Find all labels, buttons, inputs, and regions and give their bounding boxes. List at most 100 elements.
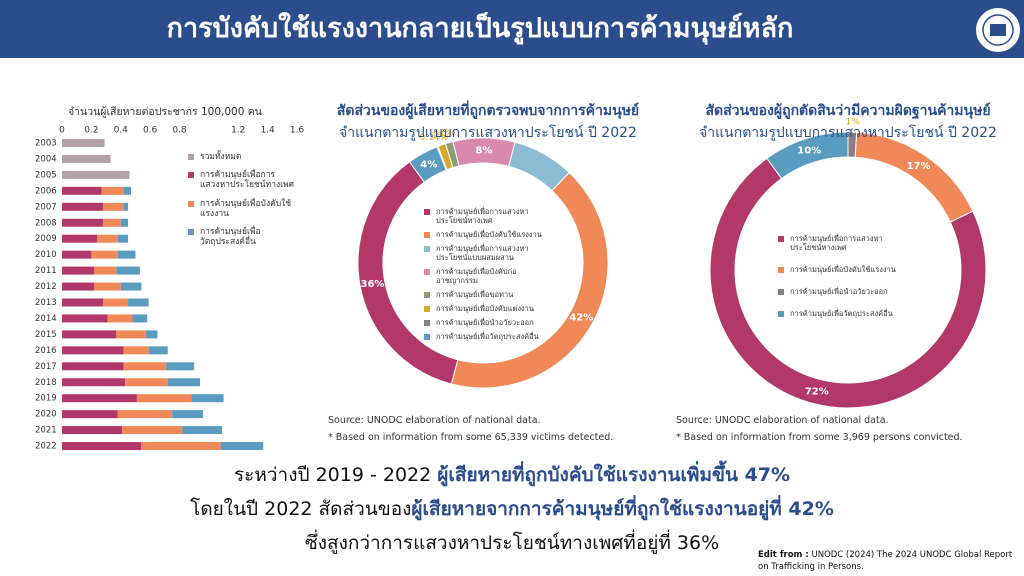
bar-segment xyxy=(191,394,224,403)
bar-segment xyxy=(117,234,129,243)
bar-segment xyxy=(125,378,168,387)
bar-segment xyxy=(120,282,142,291)
bar-segment xyxy=(62,298,104,307)
bar-segment xyxy=(103,298,129,307)
header-bar xyxy=(0,0,1024,58)
legend-swatch xyxy=(424,292,430,298)
bar-segment xyxy=(103,218,121,227)
bar-segment xyxy=(62,362,124,371)
bar-segment xyxy=(117,250,136,259)
y-tick-label: 2004 xyxy=(35,154,57,164)
y-tick-label: 2007 xyxy=(35,202,57,212)
bar-segment xyxy=(62,234,98,243)
bar-segment xyxy=(117,410,173,419)
legend-label: รวมทั้งหมด xyxy=(200,152,242,162)
bar-segment xyxy=(62,266,95,275)
legend-label: การค้ามนุษย์เพื่อขอทาน xyxy=(436,290,514,299)
bar-segment xyxy=(94,282,121,291)
donut-slice xyxy=(444,141,460,169)
y-tick-label: 2009 xyxy=(35,234,57,244)
legend-item: การค้ามนุษย์เพื่อนำอวัยวะออก xyxy=(778,287,908,296)
legend-swatch xyxy=(778,289,784,295)
bar-segment xyxy=(145,330,158,339)
bar-segment xyxy=(172,410,203,419)
logo xyxy=(974,6,1022,54)
body-text: โดยในปี 2022 สัดส่วนของ xyxy=(190,498,412,520)
donut-slice xyxy=(437,143,454,171)
note: * Based on information from some 65,339 … xyxy=(328,432,614,443)
bar-segment xyxy=(62,426,123,435)
legend-label: การค้ามนุษย์เพื่อนำอวัยวะออก xyxy=(790,287,888,296)
bar-segment xyxy=(220,442,264,451)
bar-segment xyxy=(101,186,124,195)
highlight-text: ผู้เสียหายจากการค้ามนุษย์ที่ถูกใช้แรงงาน… xyxy=(411,498,834,520)
bar-segment xyxy=(166,362,195,371)
legend-item: การค้ามนุษย์เพื่อวัตถุประสงค์อื่น xyxy=(778,309,908,318)
bar-segment xyxy=(62,378,126,387)
legend-label: การค้ามนุษย์เพื่อบังคับใช้แรงงาน xyxy=(436,230,542,239)
bar-segment xyxy=(128,298,149,307)
bar-segment xyxy=(122,426,183,435)
legend-label: การค้ามนุษย์เพื่อบังคับก่ออาชญากรรม xyxy=(436,267,517,285)
legend-swatch xyxy=(188,200,194,207)
header-title: การบังคับใช้แรงงานกลายเป็นรูปแบบการค้ามน… xyxy=(166,13,794,44)
data-label: 0.14% xyxy=(420,133,449,143)
donut-slice xyxy=(507,141,570,192)
bar-segment xyxy=(167,378,201,387)
data-label: 17% xyxy=(907,161,931,172)
legend-label: การค้ามนุษย์เพื่อการแสวงหาประโยชน์แบบผสม… xyxy=(436,244,529,262)
footer-text: UNODC (2024) The 2024 UNODC Global Repor… xyxy=(758,550,1013,572)
legend-swatch xyxy=(778,236,784,242)
legend-item: การค้ามนุษย์เพื่อนำอวัยวะออก xyxy=(424,318,546,327)
y-tick-label: 2017 xyxy=(35,362,57,372)
legend-swatch xyxy=(424,320,430,326)
legend-label: การค้ามนุษย์เพื่อวัตถุประสงค์อื่น xyxy=(790,309,893,318)
legend-swatch xyxy=(424,306,430,312)
summary-line: โดยในปี 2022 สัดส่วนของผู้เสียหายจากการค… xyxy=(0,494,1024,524)
bar-segment xyxy=(116,266,140,275)
legend-swatch xyxy=(188,172,194,179)
note: * Based on information from some 3,969 p… xyxy=(676,432,963,443)
legend-label: การค้ามนุษย์เพื่อบังคับใช้แรงงาน xyxy=(790,265,896,274)
data-label: 1% xyxy=(439,129,454,139)
legend-label: การค้ามนุษย์เพื่อการแสวงหาประโยชน์ทางเพศ xyxy=(790,234,883,252)
bar-segment xyxy=(62,186,102,195)
chart-subtitle: จำแนกตามรูปแบบการแสวงหาประโยชน์ ปี 2022 xyxy=(339,125,637,141)
data-label: 42% xyxy=(569,313,593,324)
bar-segment xyxy=(62,218,104,227)
y-tick-label: 2019 xyxy=(35,394,57,404)
legend-item: การค้ามนุษย์เพื่อขอทาน xyxy=(424,290,546,299)
bar-segment xyxy=(62,170,130,179)
bar-segment xyxy=(123,346,149,355)
y-tick-label: 2012 xyxy=(35,282,57,292)
data-label: 72% xyxy=(805,387,829,398)
data-label: 10% xyxy=(797,146,821,157)
donut-slice xyxy=(452,137,516,167)
chart-title: สัดส่วนของผู้เสียหายที่ถูกตรวจพบจากการค้… xyxy=(336,103,640,119)
bar-segment xyxy=(120,218,129,227)
legend-label: การค้ามนุษย์เพื่อการแสวงหาประโยชน์ทางเพศ xyxy=(436,207,529,225)
data-label: 36% xyxy=(360,279,384,290)
x-tick-label: 0.6 xyxy=(143,126,158,136)
donut-slice xyxy=(854,131,974,223)
bar-segment xyxy=(107,314,133,323)
bar-segment xyxy=(62,346,124,355)
bar-segment xyxy=(182,426,223,435)
bar-segment xyxy=(62,202,104,211)
legend-swatch xyxy=(778,267,784,273)
x-tick-label: 0.2 xyxy=(84,126,98,136)
x-tick-label: 0.8 xyxy=(172,126,187,136)
footer-label: Edit from : xyxy=(758,550,809,560)
y-tick-label: 2020 xyxy=(35,410,57,420)
bar-segment xyxy=(62,314,108,323)
data-label: 1% xyxy=(846,118,861,128)
legend-label: การค้ามนุษย์เพื่อการแสวงหาประโยชน์ทางเพศ xyxy=(200,170,295,191)
highlight-text: ผู้เสียหายที่ถูกบังคับใช้แรงงานเพิ่มขึ้น… xyxy=(437,464,791,486)
summary-line: ระหว่างปี 2019 - 2022 ผู้เสียหายที่ถูกบั… xyxy=(0,460,1024,490)
bar-segment xyxy=(91,250,118,259)
donut-slice xyxy=(450,171,609,389)
y-tick-label: 2015 xyxy=(35,330,57,340)
chart-heading: สัดส่วนของผู้เสียหายที่ถูกตรวจพบจากการค้… xyxy=(300,100,676,144)
legend-item: การค้ามนุษย์เพื่อบังคับก่ออาชญากรรม xyxy=(424,267,546,285)
